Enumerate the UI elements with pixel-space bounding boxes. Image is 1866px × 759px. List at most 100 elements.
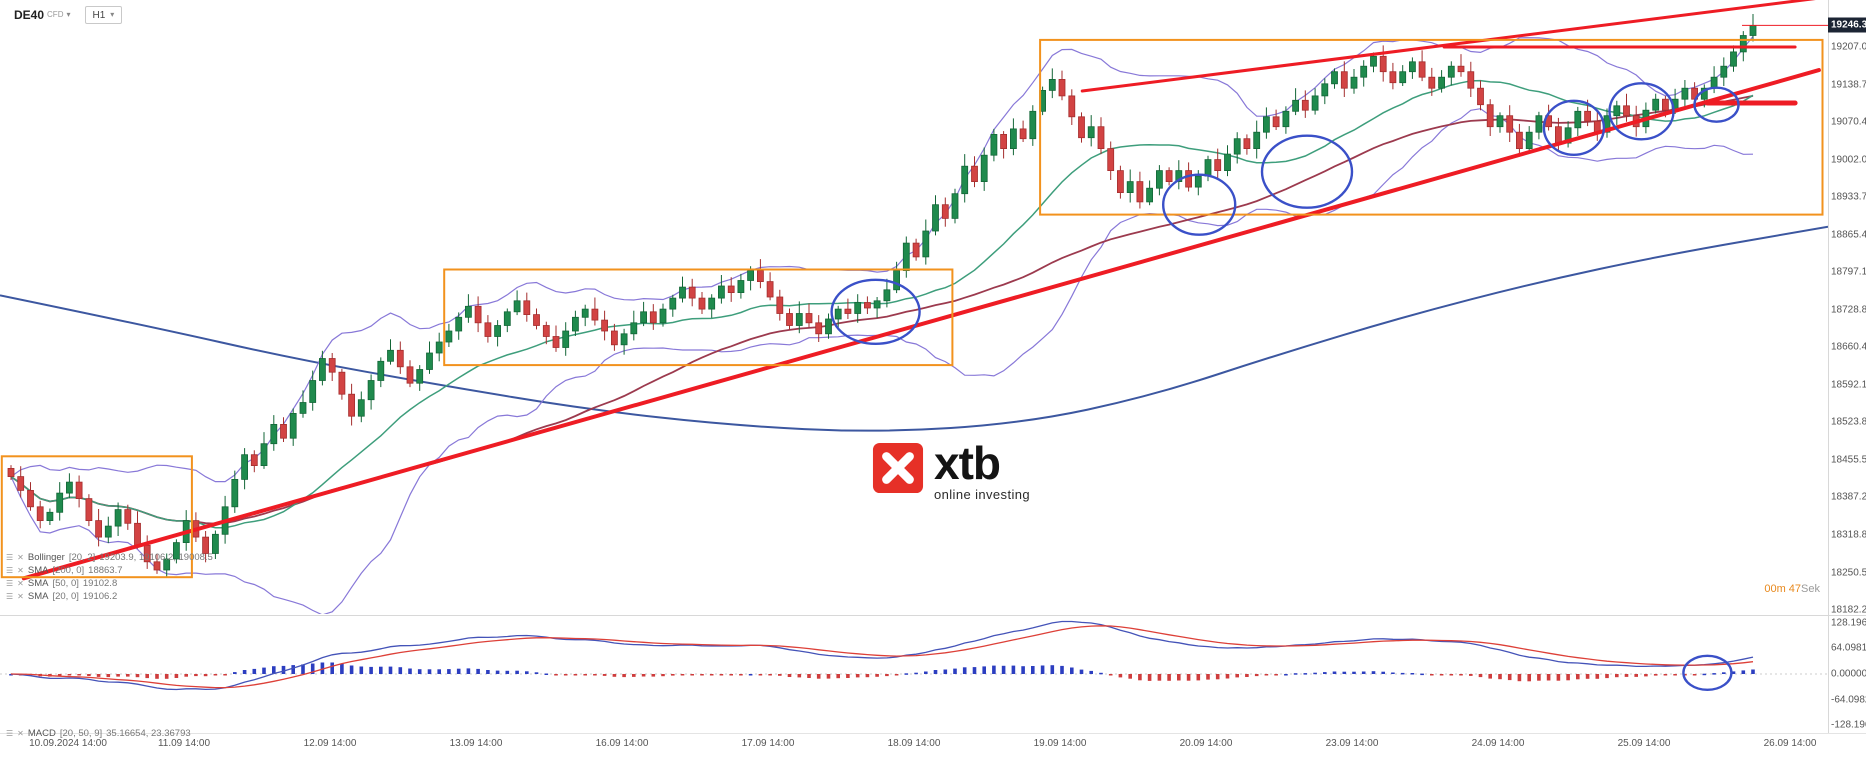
- indicator-name: SMA: [27, 578, 49, 589]
- sma200-line: [0, 225, 1828, 432]
- price-tick-label: 18387.2: [1831, 491, 1866, 503]
- indicator-name: SMA: [27, 565, 49, 576]
- timeframe-selector[interactable]: H1 ▾: [84, 6, 123, 24]
- chevron-down-icon: ▾: [110, 10, 115, 19]
- price-tick-label: 18182.2: [1831, 604, 1866, 616]
- indicator-params: [20, 50, 9]: [59, 728, 103, 739]
- time-tick-label: 25.09 14:00: [1617, 738, 1671, 749]
- legend-row-sma200: ☰ ✕ SMA [200, 0] 18863.7: [6, 564, 213, 577]
- annotation-ellipse-5: [1693, 86, 1740, 123]
- close-icon[interactable]: ✕: [17, 592, 24, 601]
- highlight-box-1: [443, 268, 954, 367]
- menu-icon[interactable]: ☰: [6, 729, 14, 738]
- macd-legend: ☰ ✕ MACD [20, 50, 9] 35.16654, 23.36793: [6, 727, 191, 740]
- indicator-values: 35.16654, 23.36793: [106, 728, 191, 739]
- xtb-logo-text: xtb online investing: [934, 440, 1031, 503]
- time-tick-label: 24.09 14:00: [1471, 738, 1525, 749]
- xtb-tagline: online investing: [934, 487, 1031, 503]
- macd-tick-label: -64.0982: [1831, 694, 1866, 706]
- timer-elapsed: 00m 47: [1764, 583, 1802, 595]
- macd-tick-label: -128.196: [1831, 719, 1866, 731]
- price-axis-separator: [1828, 0, 1829, 733]
- price-tick-label: 18865.4: [1831, 229, 1866, 241]
- price-tick-label: 18660.4: [1831, 341, 1866, 353]
- time-tick-label: 13.09 14:00: [449, 738, 503, 749]
- close-icon[interactable]: ✕: [17, 566, 24, 575]
- xtb-x-icon: [872, 442, 924, 494]
- price-tick-label: 18455.5: [1831, 454, 1866, 466]
- macd-histogram: [9, 662, 1755, 682]
- menu-icon[interactable]: ☰: [6, 553, 14, 562]
- time-tick-label: 19.09 14:00: [1033, 738, 1087, 749]
- panel-separator: [0, 615, 1866, 616]
- close-icon[interactable]: ✕: [17, 579, 24, 588]
- macd-tick-label: 0.00000: [1831, 668, 1866, 680]
- close-icon[interactable]: ✕: [17, 729, 24, 738]
- macd-line: [10, 620, 1754, 691]
- menu-icon[interactable]: ☰: [6, 592, 14, 601]
- price-tick-label: 18318.8: [1831, 529, 1866, 541]
- time-tick-label: 23.09 14:00: [1325, 738, 1379, 749]
- annotation-ellipse-1: [1161, 173, 1237, 236]
- bollinger-upper-line: [10, 36, 1754, 483]
- price-chart-canvas[interactable]: [0, 0, 1828, 614]
- indicator-params: [200, 0]: [52, 565, 85, 576]
- instrument-type-label: CFD: [47, 10, 64, 19]
- annotation-ellipse-3: [1542, 99, 1606, 157]
- price-tick-label: 19207.0: [1831, 41, 1866, 53]
- indicator-values: 19102.8: [82, 578, 118, 589]
- legend-row-sma50: ☰ ✕ SMA [50, 0] 19102.8: [6, 577, 213, 590]
- price-tick-label: 18933.7: [1831, 191, 1866, 203]
- candle-countdown-timer: 00m 47Sek: [1764, 583, 1820, 595]
- legend-row-macd: ☰ ✕ MACD [20, 50, 9] 35.16654, 23.36793: [6, 727, 191, 740]
- time-tick-label: 11.09 14:00: [157, 738, 211, 749]
- timeframe-label: H1: [92, 9, 106, 21]
- close-icon[interactable]: ✕: [17, 553, 24, 562]
- indicator-name: MACD: [27, 728, 56, 739]
- macd-signal-line: [10, 625, 1754, 689]
- time-tick-label: 18.09 14:00: [887, 738, 941, 749]
- trend-line-1: [1080, 0, 1816, 93]
- highlight-box-0: [0, 455, 193, 579]
- candles-layer: [7, 14, 1757, 578]
- price-tick-label: 19138.7: [1831, 79, 1866, 90]
- time-tick-label: 20.09 14:00: [1179, 738, 1233, 749]
- indicator-name: Bollinger: [27, 552, 65, 563]
- current-price-badge: 19246.3: [1828, 17, 1866, 33]
- price-tick-label: 18728.8: [1831, 304, 1866, 316]
- legend-row-bollinger: ☰ ✕ Bollinger [20, 2] 19203.9, 19106.2, …: [6, 551, 213, 564]
- time-axis[interactable]: 10.09.2024 14:00 11.09 14:00 12.09 14:00 13…: [0, 738, 1828, 754]
- indicator-params: [20, 2]: [68, 552, 96, 563]
- legend-row-sma20: ☰ ✕ SMA [20, 0] 19106.2: [6, 590, 213, 603]
- indicator-values: 19106.2: [82, 591, 118, 602]
- macd-panel-canvas[interactable]: [0, 616, 1828, 728]
- symbol-label: DE40: [14, 8, 45, 22]
- annotation-ellipse-4: [1608, 82, 1675, 141]
- highlight-box-2: [1039, 38, 1824, 216]
- price-axis[interactable]: 19246.3 19207.0 19138.7 19070.4 19002.0 1893…: [1828, 0, 1866, 759]
- timer-unit: Sek: [1801, 583, 1820, 595]
- macd-annotation-ellipse: [1682, 654, 1733, 691]
- time-tick-label: 26.09 14:00: [1763, 738, 1817, 749]
- price-tick-label: 19070.4: [1831, 116, 1866, 128]
- xtb-logo: xtb online investing: [872, 440, 1031, 503]
- bollinger-lower-line: [10, 108, 1754, 614]
- time-tick-label: 16.09 14:00: [595, 738, 649, 749]
- macd-tick-label: 64.09816: [1831, 642, 1866, 654]
- macd-tick-label: 128.1963: [1831, 617, 1866, 629]
- indicator-name: SMA: [27, 591, 49, 602]
- menu-icon[interactable]: ☰: [6, 566, 14, 575]
- chart-toolbar: DE40 CFD ▾ H1 ▾: [14, 6, 123, 24]
- time-axis-separator: [0, 733, 1866, 734]
- time-tick-label: 10.09.2024 14:00: [29, 738, 107, 749]
- price-tick-label: 18592.1: [1831, 379, 1866, 391]
- indicator-values: 18863.7: [88, 565, 123, 576]
- price-tick-label: 18250.5: [1831, 567, 1866, 578]
- symbol-selector[interactable]: DE40 CFD ▾: [14, 9, 71, 21]
- price-tick-label: 19002.0: [1831, 154, 1866, 166]
- indicator-values: 19203.9, 19106.2, 19008.5: [99, 552, 213, 563]
- price-tick-label: 18523.8: [1831, 416, 1866, 428]
- menu-icon[interactable]: ☰: [6, 579, 14, 588]
- indicator-legend: ☰ ✕ Bollinger [20, 2] 19203.9, 19106.2, …: [6, 551, 213, 603]
